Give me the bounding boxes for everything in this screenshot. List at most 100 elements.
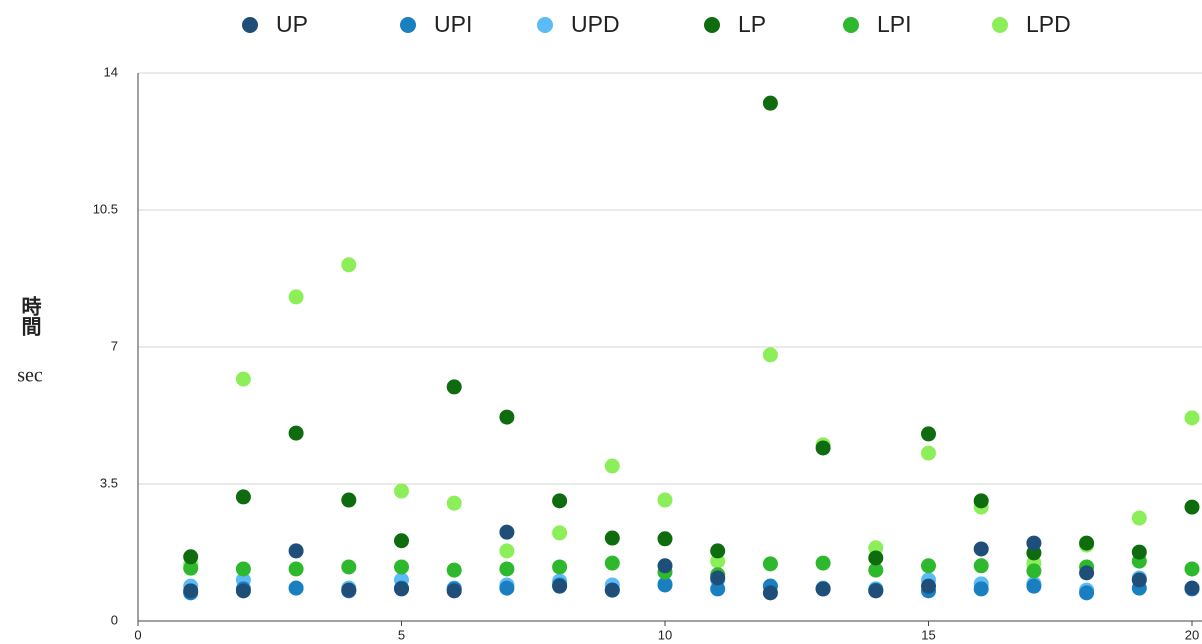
legend-swatch <box>242 17 258 33</box>
data-point <box>183 583 199 599</box>
data-point <box>499 409 515 425</box>
data-point <box>288 289 304 305</box>
legend-swatch <box>992 17 1008 33</box>
data-point <box>235 371 251 387</box>
legend-swatch <box>400 17 416 33</box>
y-tick-label: 14 <box>104 64 118 79</box>
data-point <box>499 580 515 596</box>
y-axis-unit: sec <box>17 365 43 387</box>
data-point <box>710 570 726 586</box>
x-tick-label: 10 <box>658 627 672 642</box>
data-point <box>657 492 673 508</box>
data-point <box>552 578 568 594</box>
data-point <box>1184 561 1200 577</box>
data-point <box>341 257 357 273</box>
data-point <box>1026 535 1042 551</box>
data-point <box>341 582 357 598</box>
data-point <box>710 543 726 559</box>
legend-label: UPI <box>434 11 472 37</box>
data-point <box>446 379 462 395</box>
data-point <box>921 558 936 574</box>
data-point <box>1131 572 1147 588</box>
data-point <box>762 556 778 572</box>
data-point <box>341 559 357 575</box>
y-tick-label: 3.5 <box>100 475 118 490</box>
data-point <box>288 580 304 596</box>
data-point <box>1184 499 1200 515</box>
legend-label: LP <box>738 11 766 37</box>
data-point <box>973 558 989 574</box>
legend-label: UP <box>276 11 308 37</box>
data-point <box>1131 544 1147 560</box>
data-point <box>552 559 568 575</box>
x-tick-label: 5 <box>398 627 405 642</box>
data-point <box>183 549 199 565</box>
data-point <box>183 560 199 576</box>
data-point <box>1026 563 1042 579</box>
legend-label: UPD <box>571 11 620 37</box>
data-point <box>604 458 620 474</box>
data-point <box>394 483 409 499</box>
data-point <box>341 492 357 508</box>
y-axis-label: 時間 <box>18 295 42 336</box>
data-point <box>1079 565 1095 581</box>
data-point <box>394 581 409 597</box>
data-point <box>1184 580 1200 596</box>
y-tick-label: 10.5 <box>93 201 118 216</box>
data-point <box>657 577 673 593</box>
data-point <box>762 347 778 363</box>
data-point <box>710 581 726 597</box>
data-point <box>973 493 989 509</box>
data-point <box>288 425 304 441</box>
legend-swatch <box>704 17 720 33</box>
data-point <box>921 426 936 442</box>
data-point <box>235 561 251 577</box>
data-point <box>1079 585 1095 601</box>
legend-label: LPI <box>877 11 912 37</box>
data-point <box>394 559 409 575</box>
data-point <box>288 543 304 559</box>
x-tick-label: 15 <box>921 627 935 642</box>
data-point <box>815 440 831 456</box>
data-point <box>1184 410 1200 426</box>
data-point <box>815 581 831 597</box>
data-point <box>921 578 936 594</box>
data-point <box>446 495 462 511</box>
data-point <box>973 541 989 557</box>
legend-label: LPD <box>1026 11 1071 37</box>
data-point <box>604 582 620 598</box>
data-point <box>1079 535 1095 551</box>
data-point <box>604 555 620 571</box>
data-point <box>921 445 936 461</box>
data-point <box>552 525 568 541</box>
data-point <box>657 531 673 547</box>
data-point <box>552 493 568 509</box>
x-tick-label: 0 <box>134 627 141 642</box>
data-point <box>288 561 304 577</box>
y-tick-label: 7 <box>111 338 118 353</box>
data-point <box>235 583 251 599</box>
y-tick-label: 0 <box>111 612 118 627</box>
data-point <box>868 550 884 566</box>
data-point <box>499 561 515 577</box>
data-point <box>973 581 989 597</box>
data-point <box>446 583 462 599</box>
data-point <box>868 583 884 599</box>
data-point <box>1131 510 1147 526</box>
data-point <box>868 562 884 578</box>
data-point <box>1026 578 1042 594</box>
data-point <box>604 530 620 546</box>
data-point <box>815 555 831 571</box>
data-point <box>394 533 409 549</box>
legend-swatch <box>843 17 859 33</box>
data-point <box>657 558 673 574</box>
data-point <box>499 543 515 559</box>
legend-swatch <box>537 17 553 33</box>
data-point <box>235 489 251 505</box>
data-point <box>446 562 462 578</box>
data-point <box>762 95 778 111</box>
data-point <box>499 524 515 540</box>
data-point <box>762 585 778 601</box>
x-tick-label: 20 <box>1185 627 1199 642</box>
